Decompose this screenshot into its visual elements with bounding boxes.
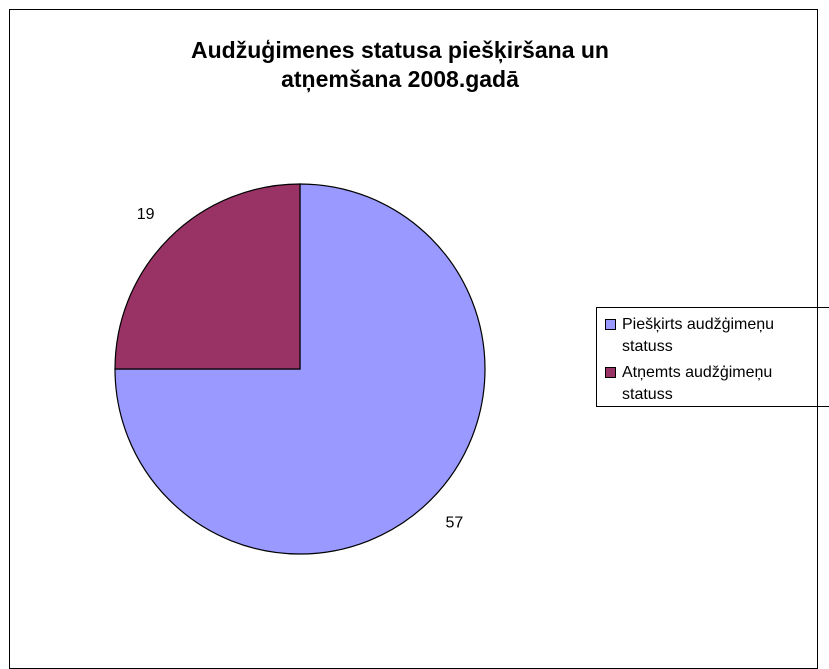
legend: Piešķirts audžģimeņu statuss Atņemts audž… <box>596 307 829 407</box>
chart-title: Audžuģimenes statusa piešķiršana un atņe… <box>191 37 609 92</box>
legend-swatch <box>605 319 616 330</box>
legend-label: Atņemts audžģimeņu statuss <box>622 364 773 403</box>
data-label: 19 <box>137 206 155 223</box>
pie-slice <box>114 183 301 370</box>
pie-slice <box>114 183 486 555</box>
legend-label: Piešķirts audžģimeņu statuss <box>622 316 775 355</box>
legend-item: Piešķirts audžģimeņu statuss <box>605 314 829 358</box>
legend-swatch <box>605 367 616 378</box>
legend-item: Atņemts audžģimeņu statuss <box>605 362 829 406</box>
data-label: 57 <box>445 515 463 532</box>
